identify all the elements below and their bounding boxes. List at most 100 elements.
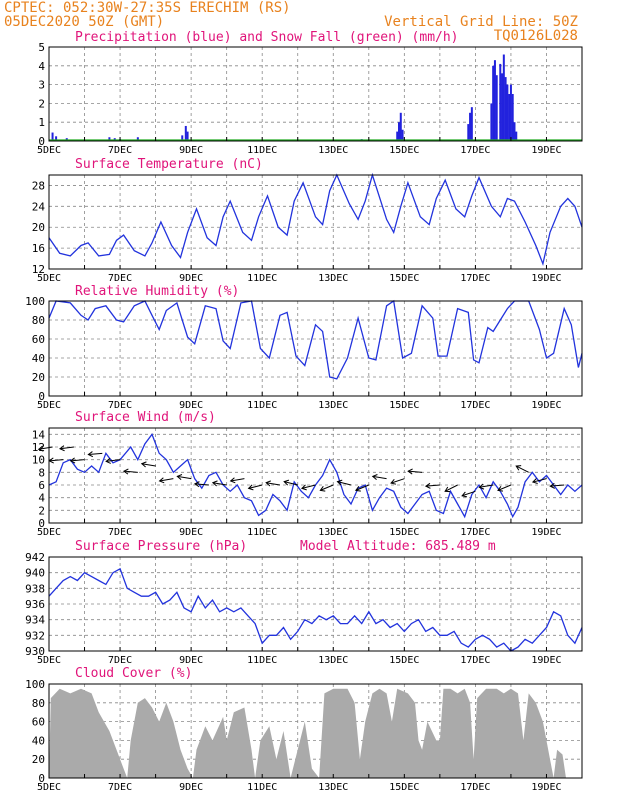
y-tick-label: 938: [25, 582, 45, 595]
x-tick-label: 5DEC: [37, 273, 61, 284]
wind-vector: [284, 481, 298, 486]
y-tick-label: 28: [32, 179, 45, 192]
x-tick-label: 5DEC: [37, 527, 61, 538]
wind-vector: [461, 490, 476, 497]
wind-vector-head: [444, 486, 451, 493]
wind-vector-head: [229, 477, 236, 484]
x-tick-label: 19DEC: [531, 145, 561, 156]
y-tick-label: 14: [32, 428, 46, 441]
precip-bar: [504, 77, 507, 141]
wind-vector-head: [515, 465, 522, 471]
wind-vector-head: [193, 481, 200, 488]
y-tick-label: 1: [38, 116, 45, 129]
precip-bar: [470, 107, 473, 141]
y-tick-label: 40: [32, 734, 45, 747]
y-tick-label: 12: [32, 263, 45, 276]
y-tick-label: 0: [38, 517, 45, 530]
wind-vector-head: [300, 484, 307, 491]
precip-bar: [469, 112, 472, 141]
panel-frame: [48, 556, 583, 652]
precip-bar: [401, 129, 404, 141]
x-tick-label: 7DEC: [108, 273, 132, 284]
wind-vector: [479, 484, 494, 488]
x-tick-label: 5DEC: [37, 782, 61, 793]
x-tick-label: 17DEC: [460, 400, 490, 411]
y-tick-label: 3: [38, 79, 45, 92]
y-tick-label: 942: [25, 551, 45, 564]
y-tick-label: 16: [32, 242, 45, 255]
wind-series-line: [48, 432, 583, 519]
wind-vector-head: [87, 451, 94, 458]
y-tick-label: 934: [25, 614, 45, 627]
wind-vector-head: [461, 491, 468, 498]
x-tick-label: 19DEC: [531, 782, 561, 793]
precip-bar: [506, 84, 509, 141]
panel-frame: [48, 46, 583, 142]
x-tick-label: 11DEC: [247, 527, 277, 538]
x-tick-label: 19DEC: [531, 400, 561, 411]
y-tick-label: 930: [25, 645, 45, 658]
x-tick-label: 13DEC: [318, 273, 348, 284]
y-tick-label: 0: [38, 390, 45, 403]
x-tick-label: 19DEC: [531, 273, 561, 284]
wind-vector-head: [158, 477, 165, 484]
x-tick-label: 13DEC: [318, 655, 348, 666]
temp-panel: 12 16 20 24 28 5DEC 7DEC 9DEC 11DEC 13DEC 15DEC 17D…: [32, 157, 583, 284]
x-tick-label: 11DEC: [247, 400, 277, 411]
x-tick-label: 17DEC: [460, 527, 490, 538]
y-tick-label: 936: [25, 598, 45, 611]
y-tick-label: 20: [32, 221, 45, 234]
x-tick-label: 11DEC: [247, 273, 277, 284]
precip-bar: [515, 131, 518, 141]
product-code: TQ0126L028: [494, 28, 578, 44]
x-tick-label: 7DEC: [108, 527, 132, 538]
y-tick-label: 8: [38, 466, 45, 479]
rh-series-line: [48, 299, 583, 380]
wind-vector-head: [247, 484, 254, 491]
precip-bar: [51, 132, 54, 141]
rh-panel: 0 20 40 60 80 100 5DEC 7DEC 9DEC 11DEC 13DEC 15DEC 1…: [25, 284, 583, 411]
cloud-title: Cloud Cover (%): [75, 666, 192, 681]
panel-frame: [48, 300, 583, 397]
wind-vector-head: [407, 468, 413, 475]
temp-title: Surface Temperature (nC): [75, 157, 263, 172]
pres-title: Surface Pressure (hPa): [75, 539, 247, 554]
grid-note: Vertical Grid Line: 50Z: [384, 14, 578, 30]
x-tick-label: 19DEC: [531, 527, 561, 538]
wind-vector: [248, 484, 263, 489]
precip-bar: [399, 112, 402, 141]
cloud-cover-area: [49, 688, 582, 778]
wind-vector: [515, 465, 529, 473]
precip-bar: [181, 135, 184, 141]
y-tick-label: 40: [32, 352, 45, 365]
wind-vector: [123, 470, 138, 473]
wind-vector-head: [105, 457, 111, 464]
precip-bar: [499, 63, 502, 141]
wind-title: Surface Wind (m/s): [75, 410, 216, 425]
x-tick-label: 9DEC: [179, 527, 203, 538]
wind-vector: [372, 475, 387, 480]
wind-vector-head: [424, 482, 431, 489]
wind-vector-head: [478, 483, 485, 490]
wind-vector: [49, 459, 64, 462]
wind-vector-head: [549, 482, 555, 489]
wind-vector-head: [390, 478, 397, 485]
y-tick-label: 20: [32, 753, 45, 766]
wind-vector: [70, 459, 85, 462]
y-tick-label: 80: [32, 697, 45, 710]
wind-vector-head: [140, 461, 147, 468]
y-tick-label: 932: [25, 629, 45, 642]
y-tick-label: 60: [32, 716, 45, 729]
x-tick-label: 15DEC: [389, 273, 419, 284]
pres-series-line: [48, 567, 583, 652]
x-tick-label: 9DEC: [179, 400, 203, 411]
model-altitude: Model Altitude: 685.489 m: [300, 539, 496, 554]
x-tick-label: 7DEC: [108, 145, 132, 156]
precip-bar: [509, 84, 512, 141]
x-tick-label: 13DEC: [318, 527, 348, 538]
wind-vector: [390, 478, 405, 484]
x-tick-label: 15DEC: [389, 655, 419, 666]
precip-bar: [495, 75, 498, 141]
x-tick-label: 7DEC: [108, 782, 132, 793]
y-tick-label: 100: [25, 678, 45, 691]
